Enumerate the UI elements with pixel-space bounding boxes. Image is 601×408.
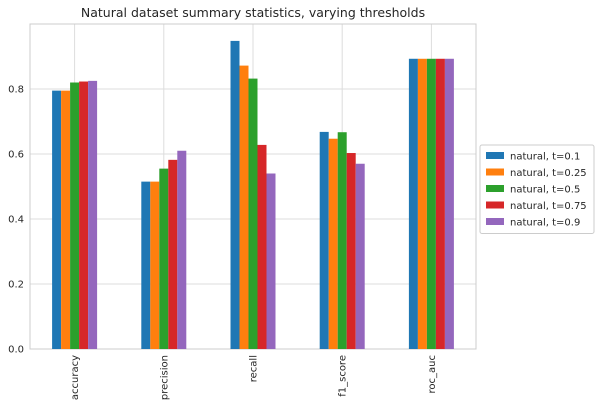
bar — [346, 153, 356, 349]
legend-swatch — [486, 168, 504, 176]
x-tick-label: accuracy — [70, 355, 81, 400]
x-tick-label: f1_score — [338, 355, 349, 397]
legend-label: natural, t=0.25 — [510, 168, 587, 179]
bar — [435, 58, 445, 350]
legend-swatch — [486, 152, 504, 159]
bar — [257, 144, 267, 349]
bar — [426, 58, 436, 350]
bar — [328, 138, 338, 349]
bar — [230, 40, 240, 350]
chart-title: Natural dataset summary statistics, vary… — [81, 5, 425, 20]
bar — [88, 80, 98, 349]
bar — [337, 132, 347, 349]
bar — [266, 173, 276, 349]
legend-swatch — [486, 185, 504, 192]
x-tick-label: recall — [249, 355, 260, 382]
bar — [52, 90, 62, 349]
legend-swatch — [486, 201, 504, 209]
bar — [408, 58, 418, 350]
legend: natural, t=0.1 natural, t=0.25 natural, t=… — [479, 144, 595, 234]
bar — [141, 181, 151, 349]
legend-label: natural, t=0.75 — [510, 201, 587, 212]
y-tick-label: 0.2 — [8, 280, 24, 291]
bar — [61, 90, 71, 349]
x-tick-label: precision — [159, 355, 170, 400]
bar — [319, 131, 329, 349]
legend-swatch — [486, 218, 504, 225]
bar — [79, 81, 89, 350]
bar — [150, 181, 160, 349]
bar — [159, 168, 169, 349]
y-axis-ticks: 0.0 0.2 0.4 0.6 0.8 — [8, 85, 24, 356]
legend-frame — [479, 144, 595, 234]
x-axis-ticks: accuracy precision recall f1_score roc_auc — [70, 355, 438, 400]
x-tick-label: roc_auc — [427, 355, 438, 393]
legend-label: natural, t=0.9 — [510, 218, 580, 229]
bar — [239, 65, 249, 349]
bars — [52, 40, 454, 350]
bar — [168, 159, 178, 349]
legend-label: natural, t=0.5 — [510, 185, 580, 196]
y-tick-label: 0.8 — [8, 85, 24, 96]
bar — [70, 82, 80, 349]
bar — [177, 150, 187, 349]
y-tick-label: 0.6 — [8, 150, 24, 161]
bar — [417, 58, 427, 350]
bar — [444, 58, 454, 350]
y-tick-label: 0.4 — [8, 215, 24, 226]
y-tick-label: 0.0 — [8, 345, 24, 356]
legend-label: natural, t=0.1 — [510, 152, 580, 163]
bar — [355, 163, 365, 349]
bar — [248, 78, 258, 349]
